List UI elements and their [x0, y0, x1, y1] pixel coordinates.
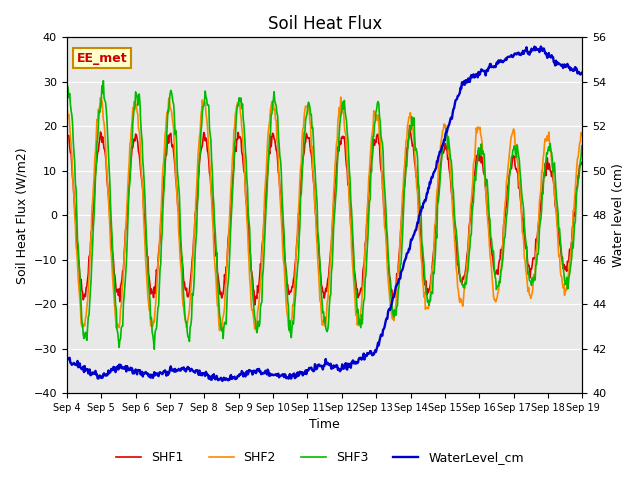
SHF3: [150, 347, 158, 352]
SHF2: [205, 147, 212, 153]
Y-axis label: Water level (cm): Water level (cm): [612, 163, 625, 267]
SHF2: [125, 160, 133, 166]
SHF3: [404, 149, 412, 155]
WaterLevel_cm: [537, 44, 545, 49]
WaterLevel_cm: [178, 365, 186, 371]
SHF1: [205, 157, 212, 163]
Title: Soil Heat Flux: Soil Heat Flux: [268, 15, 381, 33]
SHF1: [406, 122, 413, 128]
WaterLevel_cm: [388, 301, 396, 307]
WaterLevel_cm: [205, 376, 212, 382]
SHF1: [178, 258, 186, 264]
Legend: SHF1, SHF2, SHF3, WaterLevel_cm: SHF1, SHF2, SHF3, WaterLevel_cm: [111, 446, 529, 469]
SHF1: [579, 159, 586, 165]
SHF1: [251, 302, 259, 308]
SHF1: [125, 180, 133, 185]
WaterLevel_cm: [403, 251, 411, 257]
SHF1: [63, 131, 70, 136]
SHF2: [178, 271, 186, 276]
SHF3: [72, 186, 80, 192]
Line: SHF1: SHF1: [67, 125, 582, 305]
SHF3: [99, 78, 107, 84]
SHF1: [72, 230, 80, 236]
SHF2: [388, 316, 396, 322]
SHF2: [579, 132, 586, 138]
SHF3: [579, 143, 586, 149]
Text: EE_met: EE_met: [77, 51, 128, 65]
WaterLevel_cm: [72, 361, 80, 367]
SHF2: [286, 329, 294, 335]
WaterLevel_cm: [579, 70, 586, 76]
WaterLevel_cm: [219, 378, 227, 384]
SHF1: [388, 287, 396, 292]
SHF1: [403, 145, 411, 151]
SHF2: [72, 244, 80, 250]
WaterLevel_cm: [125, 367, 133, 373]
Y-axis label: Soil Heat Flux (W/m2): Soil Heat Flux (W/m2): [15, 147, 28, 284]
SHF3: [206, 132, 214, 138]
SHF3: [179, 280, 187, 286]
Line: WaterLevel_cm: WaterLevel_cm: [67, 47, 582, 381]
WaterLevel_cm: [63, 359, 70, 364]
SHF2: [63, 101, 70, 107]
SHF3: [63, 89, 70, 95]
SHF3: [126, 179, 134, 185]
Line: SHF2: SHF2: [67, 97, 582, 332]
SHF3: [388, 306, 396, 312]
SHF2: [337, 94, 344, 100]
Line: SHF3: SHF3: [67, 81, 582, 349]
SHF2: [404, 123, 412, 129]
X-axis label: Time: Time: [309, 419, 340, 432]
